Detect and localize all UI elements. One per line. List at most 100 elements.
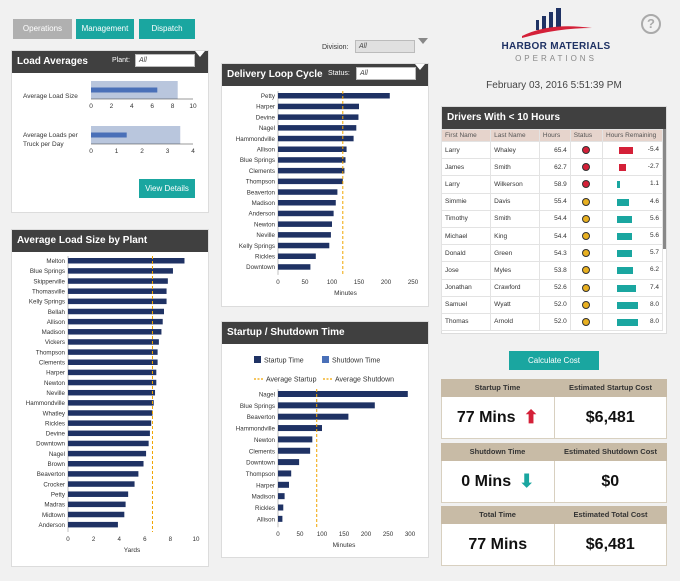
category-label: Madison: [252, 494, 276, 501]
last-name-cell: Wyatt: [490, 295, 540, 314]
tick-label: 100: [317, 531, 328, 538]
calculate-cost-button[interactable]: Calculate Cost: [509, 351, 599, 370]
hours-remaining-cell: 1.1: [602, 175, 663, 194]
category-label: Vickers: [45, 339, 65, 346]
legend-label: Startup Time: [264, 358, 304, 365]
bar: [68, 278, 168, 284]
hours-remaining-value: 5.6: [649, 231, 659, 239]
category-label: Hammondville: [26, 400, 66, 407]
status-select[interactable]: All: [356, 67, 416, 80]
table-row[interactable]: Larry Wilkerson 58.9 1.1: [440, 175, 663, 194]
x-axis-label: Minutes: [334, 290, 358, 297]
hours-cell: 58.9: [538, 175, 571, 194]
status-dot-icon: [582, 283, 591, 292]
table-row[interactable]: Michael King 54.4 5.6: [440, 226, 663, 246]
bar: [278, 436, 313, 443]
tab-management[interactable]: Management: [76, 19, 134, 39]
table-row[interactable]: Jose Myles 53.8 6.2: [440, 261, 663, 280]
column-header[interactable]: Last Name: [490, 129, 540, 142]
category-label: Clements: [249, 168, 275, 175]
bar: [278, 504, 284, 511]
bar: [278, 125, 357, 131]
first-name-cell: Timothy: [440, 209, 492, 228]
last-name-cell: Whaley: [490, 140, 540, 160]
hours-remaining-bar: [617, 215, 632, 223]
bar: [68, 481, 135, 487]
bar: [68, 329, 162, 335]
value-bar: [91, 132, 127, 138]
status-cell: [569, 295, 604, 314]
bar: [68, 318, 163, 325]
hours-remaining-bar: [617, 250, 632, 258]
category-label: Thomasville: [32, 288, 66, 295]
table-row[interactable]: Donald Green 54.3 5.7: [440, 244, 663, 263]
table-row[interactable]: Larry Whaley 65.4 -5.4: [440, 140, 663, 160]
column-header[interactable]: First Name: [440, 129, 492, 142]
startup-kpi: Startup Time Estimated Startup Cost 77 Mi…: [441, 379, 667, 439]
legend-label: Average Shutdown: [335, 377, 394, 384]
startup-shutdown-header: Startup / Shutdown Time: [222, 322, 428, 344]
bar: [278, 103, 359, 110]
drivers-table: First Name Last Name Hours Status Hours Rema…: [440, 129, 663, 332]
table-row[interactable]: Simmie Davis 55.4 4.6: [440, 192, 663, 211]
division-label: Division:: [322, 44, 349, 51]
shutdown-kpi: Shutdown Time Estimated Shutdown Cost 0 M…: [441, 443, 667, 503]
bar: [68, 410, 153, 416]
last-name-cell: King: [490, 226, 540, 246]
category-label: Clements: [249, 448, 275, 455]
tab-dispatch[interactable]: Dispatch: [139, 19, 195, 39]
bar: [68, 440, 149, 447]
delivery-loop-menu-icon[interactable]: [415, 64, 425, 70]
tick-label: 4: [191, 148, 195, 155]
category-label: Madras: [44, 502, 65, 509]
drivers-scrollbar[interactable]: [662, 129, 666, 249]
tick-label: 200: [381, 279, 392, 286]
bar: [278, 493, 285, 500]
table-row[interactable]: Timothy Smith 54.4 5.6: [440, 209, 663, 228]
view-details-button[interactable]: View Details: [139, 179, 195, 198]
legend-swatch: [322, 356, 329, 363]
table-row[interactable]: James Smith 62.7 -2.7: [440, 158, 663, 177]
help-icon[interactable]: ?: [641, 14, 661, 34]
category-label: Blue Springs: [30, 268, 65, 275]
hours-remaining-value: -2.7: [647, 163, 659, 171]
division-select[interactable]: All: [355, 40, 415, 53]
hours-remaining-value: -5.4: [647, 146, 659, 153]
table-row[interactable]: Thomas Arnold 52.0 8.0: [440, 312, 663, 332]
category-label: Newton: [254, 437, 276, 444]
category-label: Harper: [256, 104, 275, 111]
load-averages-menu-icon[interactable]: [195, 51, 205, 57]
category-label: Midtown: [42, 512, 66, 519]
drivers-title: Drivers With < 10 Hours: [447, 112, 561, 123]
hours-remaining-value: 4.6: [649, 197, 659, 205]
hours-cell: 54.4: [538, 209, 571, 228]
column-header[interactable]: Hours Remaining: [602, 129, 663, 142]
bar: [68, 308, 164, 315]
division-dropdown-icon[interactable]: [418, 38, 428, 44]
category-label: Hammondville: [236, 136, 276, 143]
bar: [68, 430, 150, 437]
hours-cell: 54.3: [538, 244, 571, 263]
tab-operations[interactable]: Operations: [13, 19, 72, 39]
tick-label: 1: [115, 148, 119, 155]
bar: [68, 511, 125, 518]
first-name-cell: Jose: [440, 261, 492, 280]
bar: [68, 400, 154, 406]
category-label: Bellah: [48, 309, 66, 316]
bar: [278, 470, 292, 477]
legend-swatch: [254, 356, 261, 363]
category-label: Anderson: [249, 211, 276, 218]
category-label: Nagel: [259, 392, 275, 399]
category-label: Crocker: [43, 481, 65, 488]
table-row[interactable]: Jonathan Crawford 52.6 7.4: [440, 278, 663, 297]
tick-label: 0: [89, 103, 93, 110]
plant-label: Plant:: [112, 57, 130, 64]
column-header[interactable]: Status: [569, 129, 604, 142]
table-row[interactable]: Samuel Wyatt 52.0 8.0: [440, 295, 663, 314]
category-label: Harper: [46, 370, 65, 377]
tick-label: 300: [405, 531, 416, 538]
category-label: Melton: [46, 258, 65, 265]
column-header[interactable]: Hours: [538, 129, 571, 142]
plant-select[interactable]: All: [135, 54, 195, 67]
last-name-cell: Arnold: [490, 312, 540, 332]
